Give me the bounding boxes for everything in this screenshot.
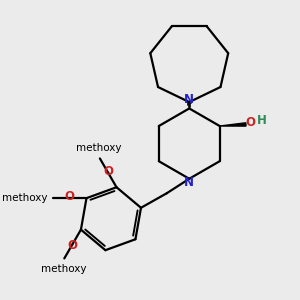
Text: methoxy: methoxy	[76, 143, 122, 153]
Polygon shape	[220, 123, 246, 126]
Text: O: O	[65, 190, 75, 203]
Text: H: H	[257, 114, 267, 127]
Text: methoxy: methoxy	[2, 193, 47, 203]
Text: N: N	[184, 93, 194, 106]
Text: N: N	[184, 176, 194, 189]
Text: O: O	[103, 165, 113, 178]
Text: methoxy: methoxy	[41, 264, 86, 274]
Text: O: O	[68, 239, 78, 252]
Text: O: O	[245, 116, 255, 129]
